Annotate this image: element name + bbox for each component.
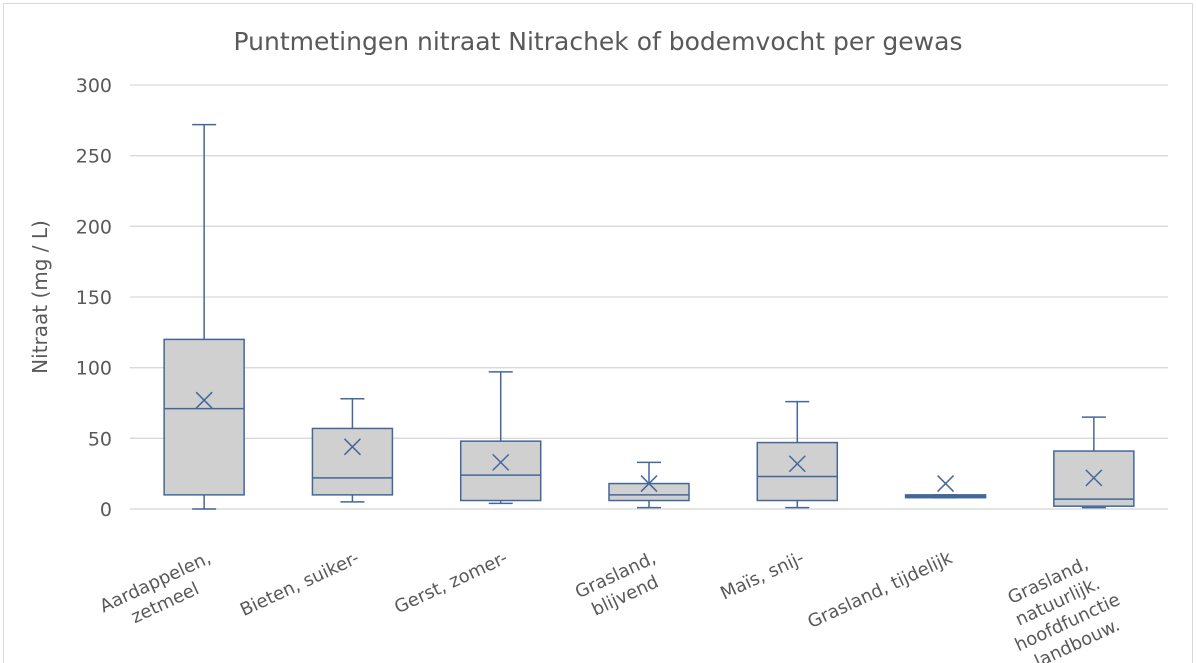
mean-marker	[195, 391, 213, 409]
y-tick-label: 300	[76, 75, 112, 97]
y-tick-label: 100	[76, 358, 112, 380]
box	[756, 441, 839, 502]
y-axis-label: Nitraat (mg / L)	[28, 220, 52, 374]
mean-marker	[1085, 469, 1103, 487]
box	[311, 427, 394, 496]
y-tick-label: 250	[76, 146, 112, 168]
mean-marker	[343, 438, 361, 456]
chart-title: Puntmetingen nitraat Nitrachek of bodemv…	[234, 27, 963, 56]
box	[608, 482, 690, 502]
y-tick-label: 0	[100, 499, 112, 521]
y-tick-label: 50	[88, 428, 112, 450]
mean-marker	[937, 475, 955, 493]
mean-marker	[640, 475, 658, 493]
y-tick-label: 200	[76, 216, 112, 238]
mean-marker	[492, 453, 510, 471]
y-tick-label: 150	[76, 287, 112, 309]
box	[459, 440, 542, 502]
chart-frame	[3, 3, 1193, 663]
mean-marker	[788, 455, 806, 473]
box	[163, 338, 245, 496]
